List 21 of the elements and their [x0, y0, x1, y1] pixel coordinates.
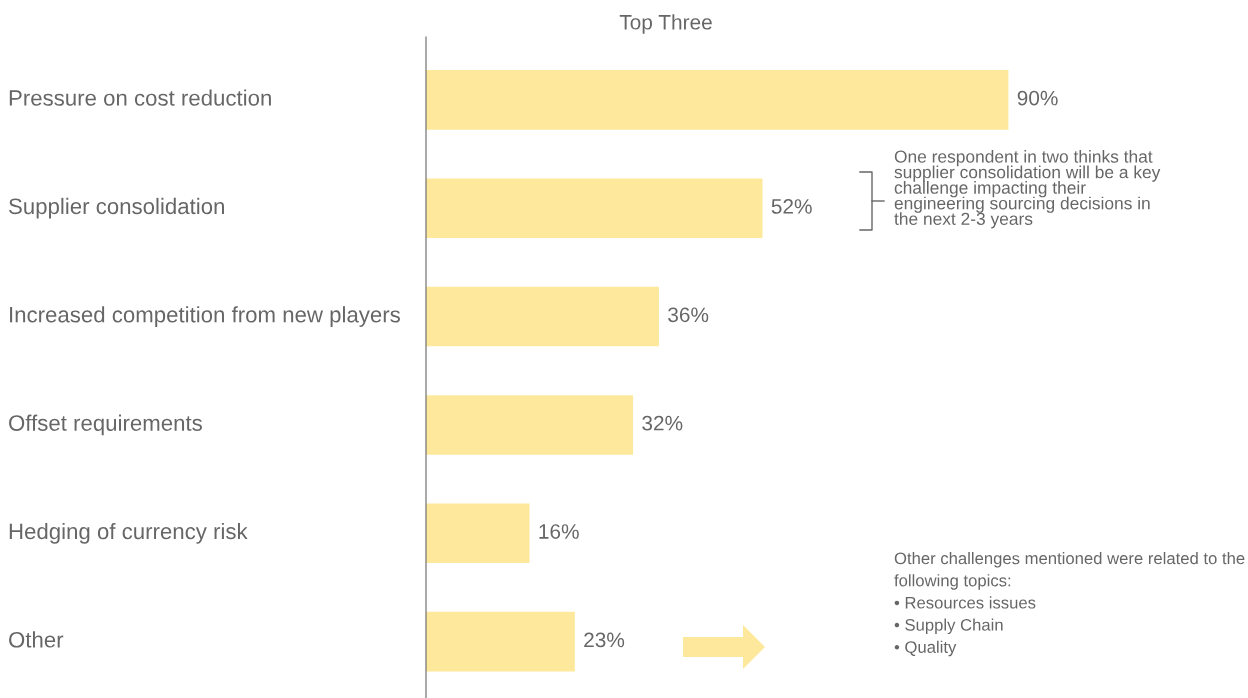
bar	[426, 178, 763, 239]
y-tick-label: Pressure on cost reduction	[9, 89, 271, 106]
y-tick-label: Other	[9, 631, 64, 648]
bar	[426, 611, 575, 672]
annotation: Other challenges mentioned were related to the following topics: • Resources issues • Supply Chain • Quality	[894, 552, 1245, 657]
bar	[426, 70, 1009, 130]
data-label: 52%	[771, 199, 812, 214]
data-label: 23%	[584, 632, 625, 648]
bar	[426, 503, 530, 564]
y-tick-label: Offset requirements	[9, 414, 202, 436]
y-tick-label: Hedging of currency risk	[9, 522, 248, 544]
y-tick-label: Increased competition from new players	[10, 306, 400, 327]
chart-title: Top Three	[619, 14, 712, 34]
data-label: 16%	[539, 524, 579, 539]
data-label: 36%	[668, 307, 709, 323]
data-label: 90%	[1017, 90, 1058, 106]
bar	[426, 286, 659, 347]
y-tick-label: Supplier consolidation	[9, 197, 224, 219]
data-label: 32%	[642, 415, 683, 431]
bar	[426, 395, 634, 455]
annotation: One respondent in two thinks that supplier consolidation will be a key challenge impacting their engineering sourcing decisions in the next 2-3 years	[894, 150, 1161, 229]
